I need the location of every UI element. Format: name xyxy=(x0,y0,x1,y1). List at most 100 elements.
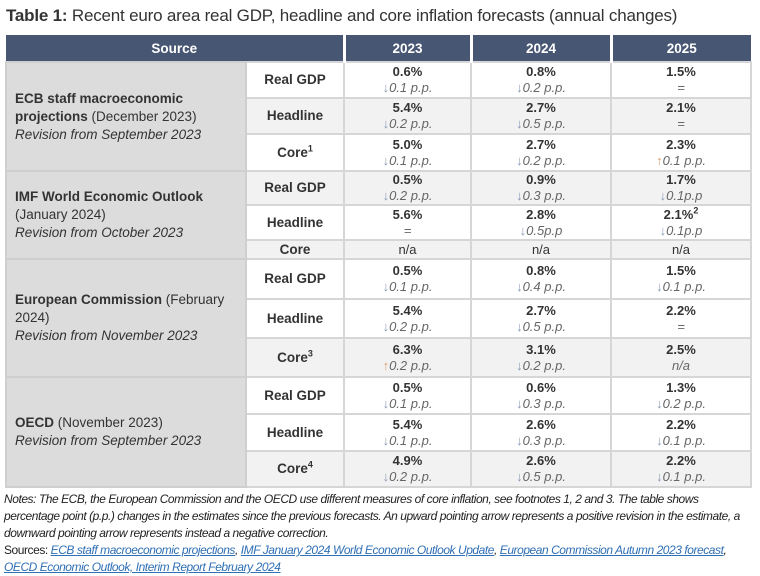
source-date: (February 2024) xyxy=(15,292,225,325)
forecast-value: 0.5% xyxy=(392,379,423,395)
arrow-down-icon: ↓ xyxy=(656,432,663,448)
value-cell: 5.6% = xyxy=(343,204,472,241)
value-cell: n/a xyxy=(343,239,472,260)
revision-change: ↓0.2 p.p. xyxy=(382,318,433,334)
value-cell: 2.6% ↓0.5 p.p. xyxy=(470,450,612,488)
revision-change: ↓0.1p.p xyxy=(659,188,703,203)
source-name: IMF World Economic Outlook xyxy=(15,189,203,204)
source-name: ECB staff macroeconomic projections xyxy=(15,90,184,124)
indicator-label: Core xyxy=(245,239,345,260)
forecast-value: 0.5% xyxy=(392,172,423,187)
arrow-down-icon: ↓ xyxy=(382,188,390,203)
value-cell: 2.7% ↓0.2 p.p. xyxy=(470,133,612,172)
arrow-down-icon: ↓ xyxy=(382,279,390,294)
forecast-value: 0.5% xyxy=(392,263,423,278)
arrow-up-icon: ↑ xyxy=(656,152,663,168)
table-row: IMF World Economic Outlook (January 2024… xyxy=(5,170,752,260)
revision-change: ↓0.3 p.p. xyxy=(516,432,566,448)
value-cell: 0.6% ↓0.1 p.p. xyxy=(343,61,472,99)
value-cell: 2.2% = xyxy=(610,298,752,339)
header-2023: 2023 xyxy=(344,35,473,62)
forecast-value: 1.3% xyxy=(666,379,696,395)
forecast-value: 2.8% xyxy=(526,206,556,222)
forecast-value: 4.9% xyxy=(392,453,423,468)
value-cell: 2.7% ↓0.5 p.p. xyxy=(470,298,612,339)
value-cell: 0.5% ↓0.2 p.p. xyxy=(343,170,472,206)
arrow-down-icon: ↓ xyxy=(516,395,523,411)
source-link-imf[interactable]: IMF January 2024 World Economic Outlook … xyxy=(240,543,495,557)
table-row: Headline 5.4% ↓0.2 p.p. 2.7% ↓0.5 p.p. 2.1% = xyxy=(6,97,752,135)
forecast-value: 3.1% xyxy=(526,341,556,357)
revision-change: ↓0.3 p.p. xyxy=(516,188,566,203)
revision-change: = xyxy=(677,318,685,334)
source-link-ecb[interactable]: ECB staff macroeconomic projections xyxy=(50,543,236,557)
forecast-value: 2.2% xyxy=(666,302,696,318)
forecast-value: 0.6% xyxy=(526,379,556,395)
value-cell: 4.9% ↓0.2 p.p. xyxy=(343,450,472,488)
forecast-value: 2.5% xyxy=(666,341,696,357)
value-cell: 3.1% ↓0.2 p.p. xyxy=(470,337,612,378)
revision-change: ↓0.2 p.p. xyxy=(382,188,433,203)
indicator-label: Core3 xyxy=(245,337,345,378)
source-name: OECD xyxy=(15,415,55,430)
value-cell: n/a xyxy=(470,239,612,260)
value-cell: 2.5% n/a xyxy=(610,337,752,378)
arrow-down-icon: ↓ xyxy=(516,188,523,203)
revision-change: ↓0.5 p.p. xyxy=(516,116,566,131)
table-title: Table 1: Recent euro area real GDP, head… xyxy=(6,6,678,25)
indicator-label: Real GDP xyxy=(245,258,345,300)
revision-change: ↓0.1p.p xyxy=(659,222,703,238)
value-cell: 2.7% ↓0.5 p.p. xyxy=(470,97,612,135)
table-row: Core4 4.9% ↓0.2 p.p. 2.6% ↓0.5 p.p. 2.2% ↓0.1 … xyxy=(6,450,752,488)
source-cell: ECB staff macroeconomic projections (Dec… xyxy=(5,61,247,172)
source-cell: European Commission (February 2024) Revis… xyxy=(5,258,247,378)
forecast-table: Source 2023 2024 2025 ECB staff macroeco… xyxy=(5,35,752,488)
revision-change: ↓0.2 p.p. xyxy=(516,357,566,373)
forecast-value: 5.4% xyxy=(392,100,423,115)
forecast-value: 5.6% xyxy=(392,206,423,222)
table-row: European Commission (February 2024) Revis… xyxy=(5,258,752,378)
value-cell: 2.1%2 ↓0.1p.p xyxy=(610,204,752,241)
table-row: Core1 5.0% ↓0.1 p.p. 2.7% ↓0.2 p.p. 2.3% ↑0.1 … xyxy=(6,133,752,172)
revision-change: ↓0.2 p.p. xyxy=(516,80,566,95)
indicator-label: Headline xyxy=(245,97,345,135)
forecast-value: 2.3% xyxy=(666,136,696,152)
arrow-down-icon: ↓ xyxy=(656,395,663,411)
arrow-down-icon: ↓ xyxy=(516,152,523,168)
value-cell: 2.1% = xyxy=(610,97,752,135)
forecast-value: 1.7% xyxy=(666,172,696,187)
arrow-down-icon: ↓ xyxy=(382,395,390,411)
arrow-down-icon: ↓ xyxy=(516,116,523,131)
revision-change: n/a xyxy=(671,357,691,373)
source-name: European Commission xyxy=(15,292,163,307)
table-row: Core3 6.3% ↑0.2 p.p. 3.1% ↓0.2 p.p. 2.5% n/a xyxy=(6,337,752,378)
value-cell: 0.5% ↓0.1 p.p. xyxy=(343,376,472,415)
table-row: OECD (November 2023) Revision from Septem… xyxy=(5,376,752,488)
value-cell: 2.3% ↑0.1 p.p. xyxy=(610,133,752,172)
forecast-value: 2.1%2 xyxy=(663,205,699,222)
table-row: ECB staff macroeconomic projections (Dec… xyxy=(5,61,752,172)
arrow-down-icon: ↓ xyxy=(382,152,390,168)
value-cell: 1.5% ↓0.1 p.p. xyxy=(610,258,752,300)
revision-change: ↓0.1 p.p. xyxy=(382,80,433,95)
arrow-down-icon: ↓ xyxy=(516,80,523,95)
arrow-down-icon: ↓ xyxy=(382,80,390,95)
forecast-value: 0.9% xyxy=(526,172,556,187)
arrow-down-icon: ↓ xyxy=(382,469,390,484)
forecast-value: 2.2% xyxy=(666,453,696,468)
revision-change: ↓0.1 p.p. xyxy=(382,432,433,448)
source-link-ec[interactable]: European Commission Autumn 2023 forecast xyxy=(499,543,724,557)
revision-change: ↓0.1 p.p. xyxy=(656,432,706,448)
table-row: Headline 5.4% ↓0.2 p.p. 2.7% ↓0.5 p.p. 2.2% = xyxy=(6,298,752,339)
indicator-label: Real GDP xyxy=(245,170,345,206)
forecast-value: 2.6% xyxy=(526,416,556,432)
revision-change: = xyxy=(677,80,685,95)
table-row: Headline 5.4% ↓0.1 p.p. 2.6% ↓0.3 p.p. 2.2% ↓0… xyxy=(6,413,752,452)
source-revision: Revision from September 2023 xyxy=(15,433,202,448)
forecast-value: 5.4% xyxy=(392,302,423,318)
forecast-value: 2.1% xyxy=(666,100,696,115)
forecast-value: 2.7% xyxy=(526,136,556,152)
source-link-oecd[interactable]: OECD Economic Outlook, Interim Report Fe… xyxy=(4,560,281,574)
source-revision: Revision from October 2023 xyxy=(15,225,184,240)
forecast-value: 2.7% xyxy=(526,302,556,318)
